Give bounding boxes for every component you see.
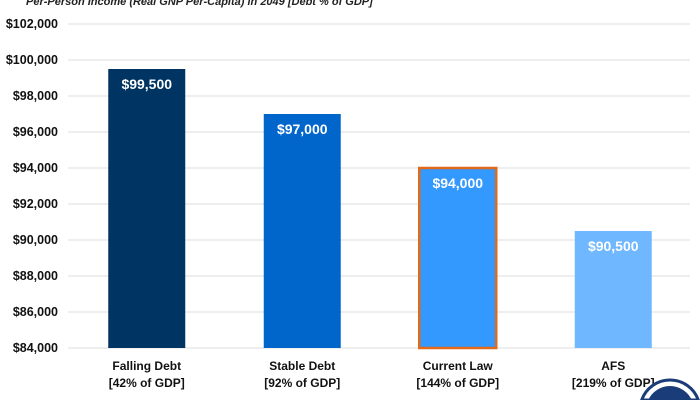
bar <box>263 114 341 348</box>
bar <box>574 231 652 348</box>
x-category-sublabel: [219% of GDP] <box>572 376 655 390</box>
y-tick-label: $94,000 <box>13 161 58 175</box>
x-category-sublabel: [144% of GDP] <box>416 376 499 390</box>
x-category-label: AFS <box>601 359 625 373</box>
y-tick-label: $88,000 <box>13 269 58 283</box>
y-tick-label: $96,000 <box>13 125 58 139</box>
x-category-label: Current Law <box>423 359 494 373</box>
data-label: $99,500 <box>121 76 172 92</box>
x-category-label: Falling Debt <box>112 359 181 373</box>
y-tick-label: $84,000 <box>13 341 58 355</box>
chart-title: Per-Person Income (Real GNP Per-Capita) … <box>26 0 373 8</box>
data-label: $90,500 <box>588 238 639 254</box>
x-category-sublabel: [92% of GDP] <box>264 376 340 390</box>
bar <box>108 69 186 348</box>
data-label: $94,000 <box>432 175 483 191</box>
bar <box>418 166 498 350</box>
y-tick-label: $98,000 <box>13 89 58 103</box>
y-tick-label: $102,000 <box>6 17 58 31</box>
y-tick-label: $86,000 <box>13 305 58 319</box>
y-tick-label: $100,000 <box>6 53 58 67</box>
data-label: $97,000 <box>277 121 328 137</box>
y-tick-label: $92,000 <box>13 197 58 211</box>
x-category-label: Stable Debt <box>269 359 335 373</box>
x-category-sublabel: [42% of GDP] <box>109 376 185 390</box>
y-tick-label: $90,000 <box>13 233 58 247</box>
